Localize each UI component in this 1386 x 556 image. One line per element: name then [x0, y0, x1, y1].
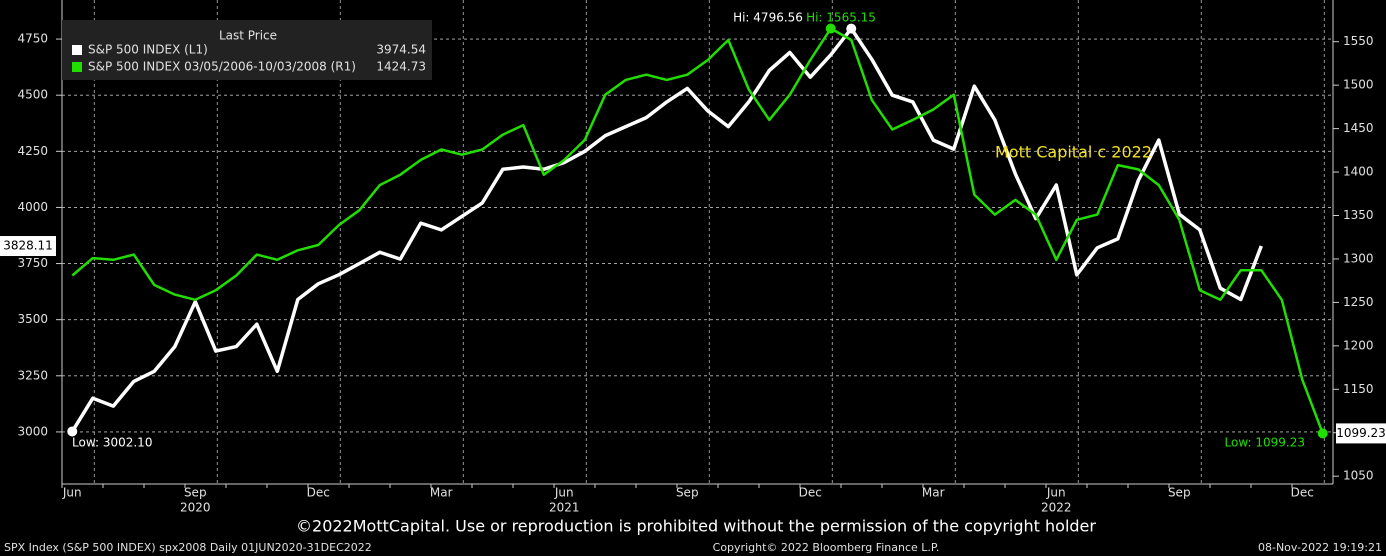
y2-marker-label: 1099.23: [1336, 426, 1386, 440]
annotation: Mott Capital c 2022: [995, 143, 1152, 162]
legend-title: Last Price: [219, 29, 277, 43]
x-tick-label: Jun: [1046, 486, 1066, 500]
extreme-marker: [846, 23, 857, 34]
x-tick-label: Jun: [62, 486, 82, 500]
y-tick-label: 3000: [17, 424, 48, 438]
annotation: Hi: 1565.15: [806, 11, 876, 25]
x-tick-label: Sep: [184, 486, 207, 500]
y2-tick-label: 1150: [1343, 382, 1374, 396]
watermark: ©2022MottCapital. Use or reproduction is…: [296, 517, 1096, 536]
legend-label: S&P 500 INDEX 03/05/2006-10/03/2008 (R1): [88, 60, 356, 74]
x-tick-label: Mar: [430, 486, 453, 500]
annotation: Low: 3002.10: [72, 436, 152, 450]
legend-swatch: [72, 45, 82, 55]
series-line: [71, 27, 1324, 434]
y-tick-label: 4250: [17, 144, 48, 158]
y2-tick-label: 1300: [1343, 251, 1374, 265]
series-line: [70, 26, 1263, 433]
legend-label: S&P 500 INDEX (L1): [88, 43, 208, 57]
legend-swatch: [72, 62, 82, 72]
y2-marker-box: [1336, 423, 1386, 444]
legend-value: 1424.73: [376, 60, 426, 74]
y2-tick-label: 1050: [1343, 469, 1374, 483]
annotation: Low: 1099.23: [1225, 436, 1305, 450]
y2-tick-label: 1450: [1343, 121, 1374, 135]
y2-tick-label: 1200: [1343, 338, 1374, 352]
extreme-marker: [67, 426, 78, 437]
y2-tick-label: 1250: [1343, 295, 1374, 309]
x-tick-label: Dec: [799, 486, 822, 500]
y-tick-label: 4500: [17, 88, 48, 102]
y2-tick-label: 1500: [1343, 78, 1374, 92]
y-marker-box: [0, 236, 56, 257]
footer-left: SPX Index (S&P 500 INDEX) spx2008 Daily …: [4, 541, 372, 554]
x-year-label: 2022: [1041, 501, 1072, 515]
y-tick-label: 4000: [17, 200, 48, 214]
extreme-marker: [1317, 428, 1328, 439]
footer-center: Copyright© 2022 Bloomberg Finance L.P.: [713, 541, 940, 554]
y-tick-label: 3250: [17, 368, 48, 382]
x-tick-label: Jun: [554, 486, 574, 500]
y2-tick-label: 1350: [1343, 208, 1374, 222]
plot: [70, 26, 1324, 434]
legend-box: [62, 20, 432, 80]
x-tick-label: Mar: [922, 486, 945, 500]
x-tick-label: Sep: [676, 486, 699, 500]
x-year-label: 2021: [549, 501, 580, 515]
x-year-label: 2020: [180, 501, 211, 515]
extreme-marker: [825, 23, 836, 34]
y2-tick-label: 1550: [1343, 34, 1374, 48]
legend: Last Price S&P 500 INDEX (L1) 3974.54 S&P …: [62, 20, 432, 80]
y-tick-label: 4750: [17, 32, 48, 46]
annotation: Hi: 4796.56: [733, 11, 803, 25]
x-tick-label: Dec: [307, 486, 330, 500]
x-tick-label: Sep: [1168, 486, 1191, 500]
y-tick-label: 3500: [17, 312, 48, 326]
y-tick-label: 3750: [17, 256, 48, 270]
y-marker-label: 3828.11: [3, 239, 53, 253]
legend-value: 3974.54: [376, 43, 426, 57]
footer-right: 08-Nov-2022 19:19:21: [1258, 541, 1382, 554]
x-tick-label: Dec: [1291, 486, 1314, 500]
y2-tick-label: 1400: [1343, 165, 1374, 179]
